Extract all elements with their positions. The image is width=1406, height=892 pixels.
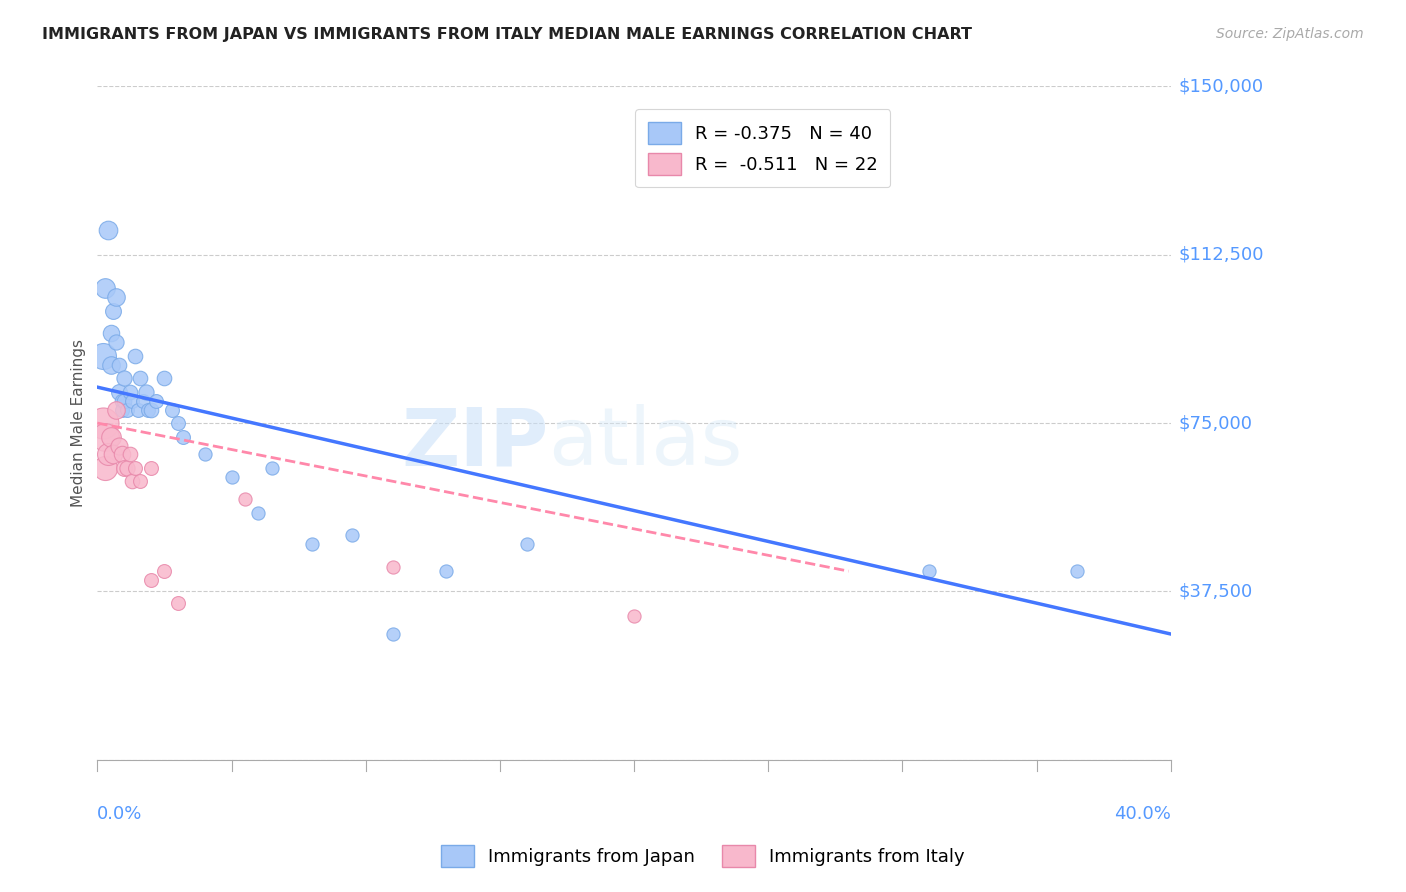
- Text: $150,000: $150,000: [1178, 78, 1264, 95]
- Point: [434, 564, 457, 578]
- Text: ZIP: ZIP: [401, 404, 548, 483]
- Point: [112, 371, 135, 385]
- Text: Source: ZipAtlas.com: Source: ZipAtlas.com: [1216, 27, 1364, 41]
- Point: [112, 461, 135, 475]
- Point: [135, 384, 157, 399]
- Y-axis label: Median Male Earnings: Median Male Earnings: [72, 339, 86, 507]
- Point: [91, 416, 114, 430]
- Point: [94, 281, 117, 295]
- Point: [342, 528, 364, 542]
- Point: [91, 349, 114, 363]
- Text: atlas: atlas: [548, 404, 742, 483]
- Point: [124, 349, 146, 363]
- Text: IMMIGRANTS FROM JAPAN VS IMMIGRANTS FROM ITALY MEDIAN MALE EARNINGS CORRELATION : IMMIGRANTS FROM JAPAN VS IMMIGRANTS FROM…: [42, 27, 972, 42]
- Point: [139, 461, 162, 475]
- Point: [918, 564, 941, 578]
- Point: [118, 448, 141, 462]
- Point: [221, 470, 243, 484]
- Point: [105, 402, 128, 417]
- Point: [129, 371, 152, 385]
- Point: [103, 303, 125, 318]
- Point: [381, 627, 404, 641]
- Point: [115, 461, 138, 475]
- Point: [233, 492, 256, 507]
- Point: [108, 384, 131, 399]
- Point: [139, 573, 162, 587]
- Point: [110, 448, 132, 462]
- Point: [138, 402, 160, 417]
- Point: [166, 596, 188, 610]
- Point: [103, 448, 125, 462]
- Point: [124, 461, 146, 475]
- Text: $112,500: $112,500: [1178, 246, 1264, 264]
- Point: [108, 438, 131, 452]
- Point: [110, 402, 132, 417]
- Point: [94, 429, 117, 443]
- Point: [105, 290, 128, 304]
- Point: [166, 416, 188, 430]
- Point: [100, 326, 122, 341]
- Point: [162, 402, 184, 417]
- Text: 40.0%: 40.0%: [1114, 805, 1171, 822]
- Text: $37,500: $37,500: [1178, 582, 1253, 600]
- Point: [153, 371, 176, 385]
- Point: [301, 537, 323, 551]
- Point: [145, 393, 167, 408]
- Point: [100, 358, 122, 372]
- Point: [112, 393, 135, 408]
- Legend: Immigrants from Japan, Immigrants from Italy: Immigrants from Japan, Immigrants from I…: [434, 838, 972, 874]
- Point: [194, 448, 217, 462]
- Text: $75,000: $75,000: [1178, 414, 1253, 432]
- Text: 0.0%: 0.0%: [97, 805, 143, 822]
- Point: [127, 402, 149, 417]
- Point: [132, 393, 155, 408]
- Point: [260, 461, 283, 475]
- Point: [1066, 564, 1088, 578]
- Point: [247, 506, 270, 520]
- Point: [118, 384, 141, 399]
- Point: [121, 393, 143, 408]
- Point: [121, 475, 143, 489]
- Point: [97, 223, 120, 237]
- Point: [516, 537, 538, 551]
- Point: [381, 559, 404, 574]
- Point: [129, 475, 152, 489]
- Point: [94, 461, 117, 475]
- Point: [110, 393, 132, 408]
- Point: [115, 402, 138, 417]
- Point: [97, 448, 120, 462]
- Point: [105, 335, 128, 350]
- Point: [108, 358, 131, 372]
- Point: [139, 402, 162, 417]
- Point: [623, 609, 645, 624]
- Legend: R = -0.375   N = 40, R =  -0.511   N = 22: R = -0.375 N = 40, R = -0.511 N = 22: [636, 109, 890, 187]
- Point: [100, 429, 122, 443]
- Point: [153, 564, 176, 578]
- Point: [172, 429, 194, 443]
